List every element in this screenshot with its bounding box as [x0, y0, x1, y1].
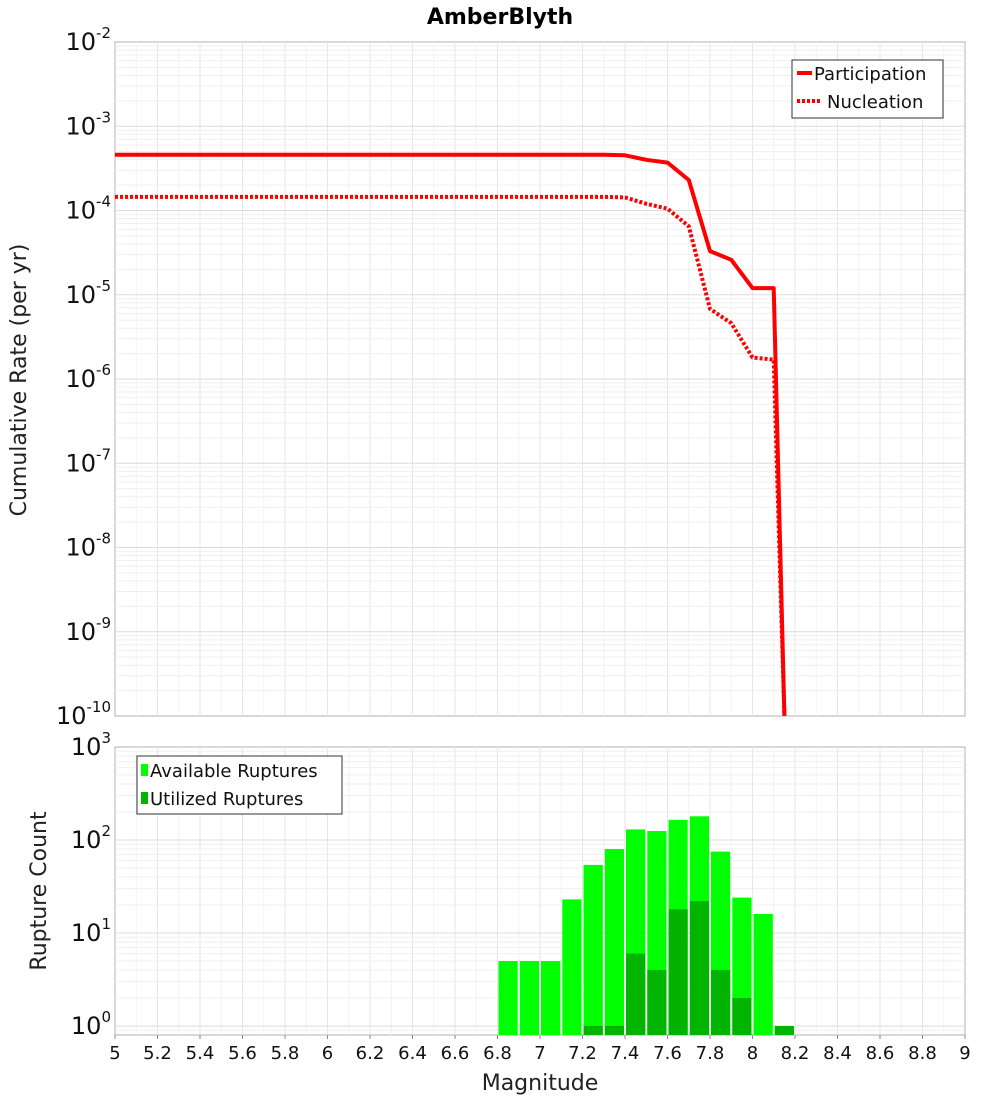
x-tick-label: 6.6	[441, 1043, 470, 1064]
rate-y-tick-label: 10-6	[65, 361, 111, 393]
available-ruptures-bar	[583, 864, 603, 1035]
participation-legend-label: Participation	[814, 64, 926, 85]
utilized-ruptures-bar	[604, 1026, 624, 1035]
x-tick-label: 8.2	[781, 1043, 810, 1064]
x-tick-label: 8.8	[908, 1043, 937, 1064]
utilized-ruptures-bar	[647, 970, 667, 1035]
rupture-y-ticks: 103 102 101 100	[71, 729, 111, 1040]
rate-legend-box	[791, 59, 944, 119]
x-tick-label: 7.8	[696, 1043, 725, 1064]
available-ruptures-bar	[753, 914, 773, 1035]
rate-y-ticks: 10-2 10-3 10-4 10-5 10-6 10-7 10-8 10-9 10-10	[56, 24, 111, 730]
x-tick-label: 6	[322, 1043, 333, 1064]
x-tick-label: 5.2	[143, 1043, 172, 1064]
utilized-ruptures-bar	[732, 998, 752, 1035]
rate-y-tick-label: 10-8	[65, 530, 111, 562]
x-tick-label: 8	[747, 1043, 758, 1064]
rate-plot-panel: 10-2 10-3 10-4 10-5 10-6 10-7 10-8 10-9 10-10 Cu…	[7, 24, 966, 730]
rate-lines	[115, 152, 787, 717]
rupture-y-tick-label: 103	[71, 729, 111, 761]
x-tick-label: 7.6	[653, 1043, 682, 1064]
x-axis-label: Magnitude	[482, 1071, 599, 1096]
utilized-ruptures-bar	[689, 901, 710, 1035]
utilized-ruptures-bar	[668, 909, 688, 1035]
rate-y-axis-label: Cumulative Rate (per yr)	[7, 244, 32, 517]
x-tick-label: 7.4	[611, 1043, 640, 1064]
available-legend-label: Available Ruptures	[150, 761, 318, 782]
rate-y-tick-label: 10-7	[65, 445, 111, 477]
rupture-y-tick-label: 100	[71, 1008, 111, 1040]
rate-y-tick-label: 10-4	[65, 193, 111, 225]
x-tick-label: 5.4	[186, 1043, 215, 1064]
rupture-y-axis-label: Rupture Count	[27, 811, 52, 971]
rupture-legend-box	[136, 755, 343, 815]
rupture-legend: Available Ruptures Utilized Ruptures	[136, 755, 343, 815]
available-ruptures-bar	[519, 961, 540, 1035]
available-ruptures-bar	[541, 961, 561, 1035]
x-tick-label: 8.4	[823, 1043, 852, 1064]
x-tick-label: 5.8	[271, 1043, 300, 1064]
rate-y-tick-label: 10-2	[65, 24, 111, 56]
x-tick-label: 5	[109, 1043, 120, 1064]
rupture-bars	[498, 816, 794, 1035]
rupture-count-panel: 103 102 101 100 5 5.2 5.4 5.6 5.8 6 6.2 6.4 6.6 6.8 7…	[27, 729, 971, 1096]
utilized-ruptures-bar	[583, 1026, 603, 1035]
rupture-y-tick-label: 102	[71, 822, 111, 854]
rate-plot-grid	[115, 42, 965, 716]
x-tick-label: 8.6	[866, 1043, 895, 1064]
nucleation-legend-label: Nucleation	[827, 92, 923, 113]
participation-line	[115, 152, 787, 717]
x-tick-label: 6.2	[356, 1043, 385, 1064]
rate-y-tick-label: 10-5	[65, 277, 111, 309]
available-ruptures-bar	[562, 899, 582, 1035]
available-legend-swatch	[141, 764, 148, 776]
utilized-legend-swatch	[141, 792, 148, 804]
utilized-ruptures-bar	[774, 1026, 794, 1035]
rate-y-tick-label: 10-9	[65, 614, 111, 646]
utilized-ruptures-bar	[626, 953, 646, 1035]
utilized-legend-label: Utilized Ruptures	[150, 789, 303, 810]
available-ruptures-bar	[498, 961, 518, 1035]
x-tick-label: 7.2	[568, 1043, 597, 1064]
magnitude-x-ticks: 5 5.2 5.4 5.6 5.8 6 6.2 6.4 6.6 6.8 7 7.2 7.4 7.6 7.8 8…	[109, 1035, 971, 1064]
rate-legend: Participation Nucleation	[791, 59, 944, 119]
x-tick-label: 6.8	[483, 1043, 512, 1064]
rate-y-tick-label: 10-3	[65, 108, 111, 140]
available-ruptures-bar	[604, 849, 624, 1035]
rupture-y-tick-label: 101	[71, 915, 111, 947]
x-tick-label: 5.6	[228, 1043, 257, 1064]
utilized-ruptures-bar	[711, 970, 731, 1035]
x-tick-label: 6.4	[398, 1043, 427, 1064]
x-tick-label: 9	[959, 1043, 970, 1064]
nucleation-line	[115, 194, 787, 717]
chart-title: AmberBlyth	[427, 5, 573, 30]
x-tick-label: 7	[534, 1043, 545, 1064]
rate-y-tick-label: 10-10	[56, 698, 111, 730]
